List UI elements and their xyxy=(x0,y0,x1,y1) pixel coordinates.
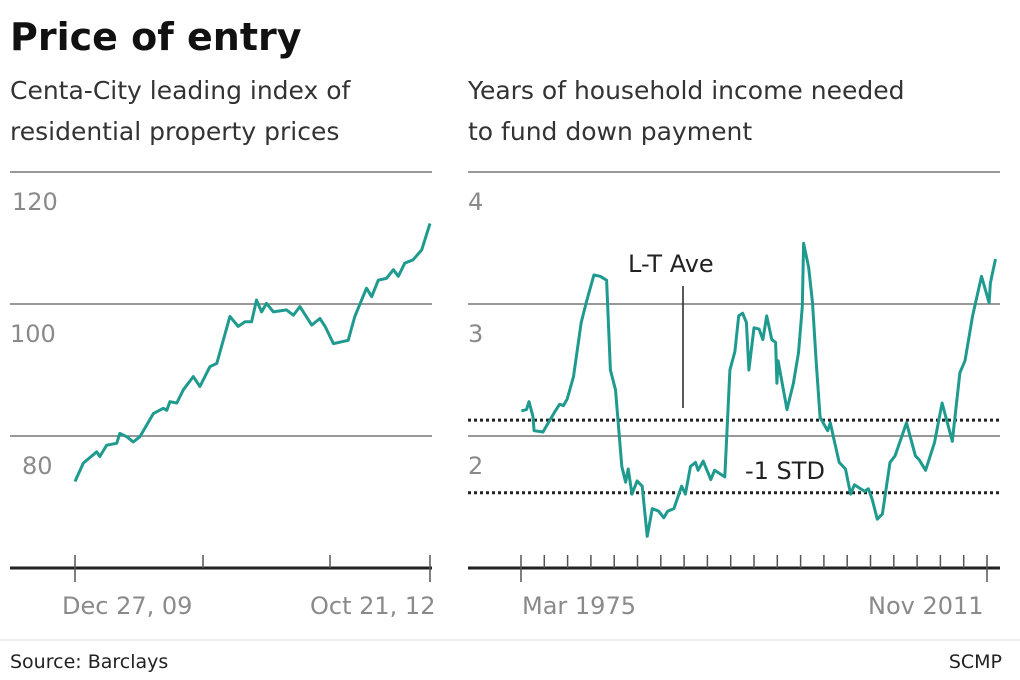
left-chart: Centa-City leading index of residential … xyxy=(10,76,435,620)
page-title: Price of entry xyxy=(10,15,302,59)
left-ytick-label: 80 xyxy=(22,452,53,480)
right-chart: Years of household income needed to fund… xyxy=(467,76,1000,620)
right-xtick-label: Mar 1975 xyxy=(522,592,636,620)
right-xtick-label: Nov 2011 xyxy=(868,592,984,620)
source-note: Source: Barclays xyxy=(10,651,168,673)
right-ytick-label: 2 xyxy=(468,452,483,480)
left-xtick-label: Dec 27, 09 xyxy=(62,592,192,620)
left-series-line xyxy=(73,223,432,483)
left-ytick-label: 100 xyxy=(10,320,56,348)
right-chart-title-line-2: to fund down payment xyxy=(468,117,752,146)
right-ytick-label: 3 xyxy=(468,320,483,348)
right-ytick-label: 4 xyxy=(468,188,483,216)
right-chart-title-line-1: Years of household income needed xyxy=(467,76,904,105)
left-xtick-label: Oct 21, 12 xyxy=(310,592,435,620)
left-chart-title-line-1: Centa-City leading index of xyxy=(10,76,352,105)
left-chart-title-line-2: residential property prices xyxy=(10,117,339,146)
credit: SCMP xyxy=(949,651,1002,673)
right-series-line xyxy=(521,241,997,538)
minus-1-std-label: -1 STD xyxy=(745,457,825,485)
left-ytick-label: 120 xyxy=(12,188,58,216)
lt-ave-label: L-T Ave xyxy=(628,250,714,278)
